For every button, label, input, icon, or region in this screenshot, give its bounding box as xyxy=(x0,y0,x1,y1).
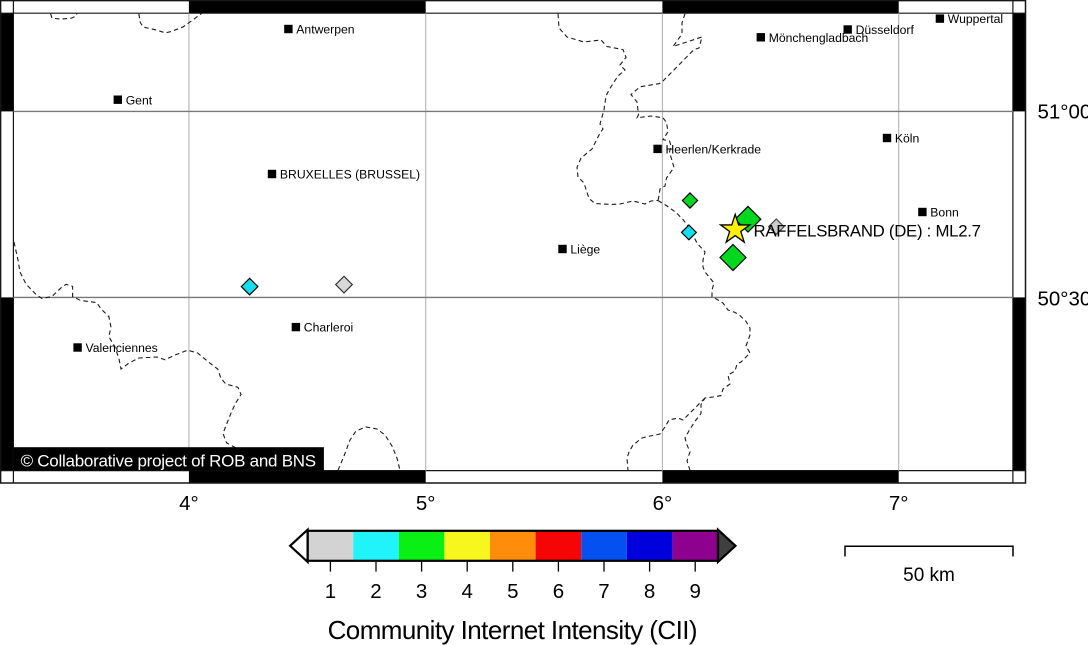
svg-text:© Collaborative project of ROB: © Collaborative project of ROB and BNS xyxy=(21,452,317,471)
svg-text:Antwerpen: Antwerpen xyxy=(296,23,354,37)
svg-text:51°00′: 51°00′ xyxy=(1038,100,1088,123)
svg-text:BRUXELLES (BRUSSEL): BRUXELLES (BRUSSEL) xyxy=(280,168,420,182)
svg-text:7: 7 xyxy=(598,580,609,603)
svg-text:Community Internet Intensity (: Community Internet Intensity (CII) xyxy=(328,615,698,645)
svg-text:3: 3 xyxy=(416,580,427,603)
svg-text:50 km: 50 km xyxy=(903,565,955,586)
svg-text:Köln: Köln xyxy=(895,132,919,146)
svg-text:7°: 7° xyxy=(889,492,909,515)
svg-text:6°: 6° xyxy=(653,492,673,515)
svg-text:5°: 5° xyxy=(416,492,436,515)
svg-text:8: 8 xyxy=(644,580,655,603)
svg-text:2: 2 xyxy=(370,580,381,603)
svg-text:4: 4 xyxy=(461,580,472,603)
svg-text:Düsseldorf: Düsseldorf xyxy=(856,23,915,37)
svg-text:Liège: Liège xyxy=(570,243,600,257)
svg-text:Heerlen/Kerkrade: Heerlen/Kerkrade xyxy=(666,143,762,157)
svg-text:4°: 4° xyxy=(179,492,199,515)
svg-text:Valenciennes: Valenciennes xyxy=(86,341,158,355)
svg-text:Wuppertal: Wuppertal xyxy=(948,12,1003,26)
svg-text:Charleroi: Charleroi xyxy=(304,321,353,335)
svg-text:9: 9 xyxy=(689,580,700,603)
svg-text:Gent: Gent xyxy=(126,93,153,107)
svg-text:RAFFELSBRAND (DE) : ML2.7: RAFFELSBRAND (DE) : ML2.7 xyxy=(754,222,982,241)
svg-text:50°30′: 50°30′ xyxy=(1038,287,1088,310)
svg-text:1: 1 xyxy=(325,580,336,603)
svg-text:Bonn: Bonn xyxy=(930,206,958,220)
svg-text:Mönchengladbach: Mönchengladbach xyxy=(769,31,869,45)
svg-text:5: 5 xyxy=(507,580,518,603)
svg-text:6: 6 xyxy=(553,580,564,603)
